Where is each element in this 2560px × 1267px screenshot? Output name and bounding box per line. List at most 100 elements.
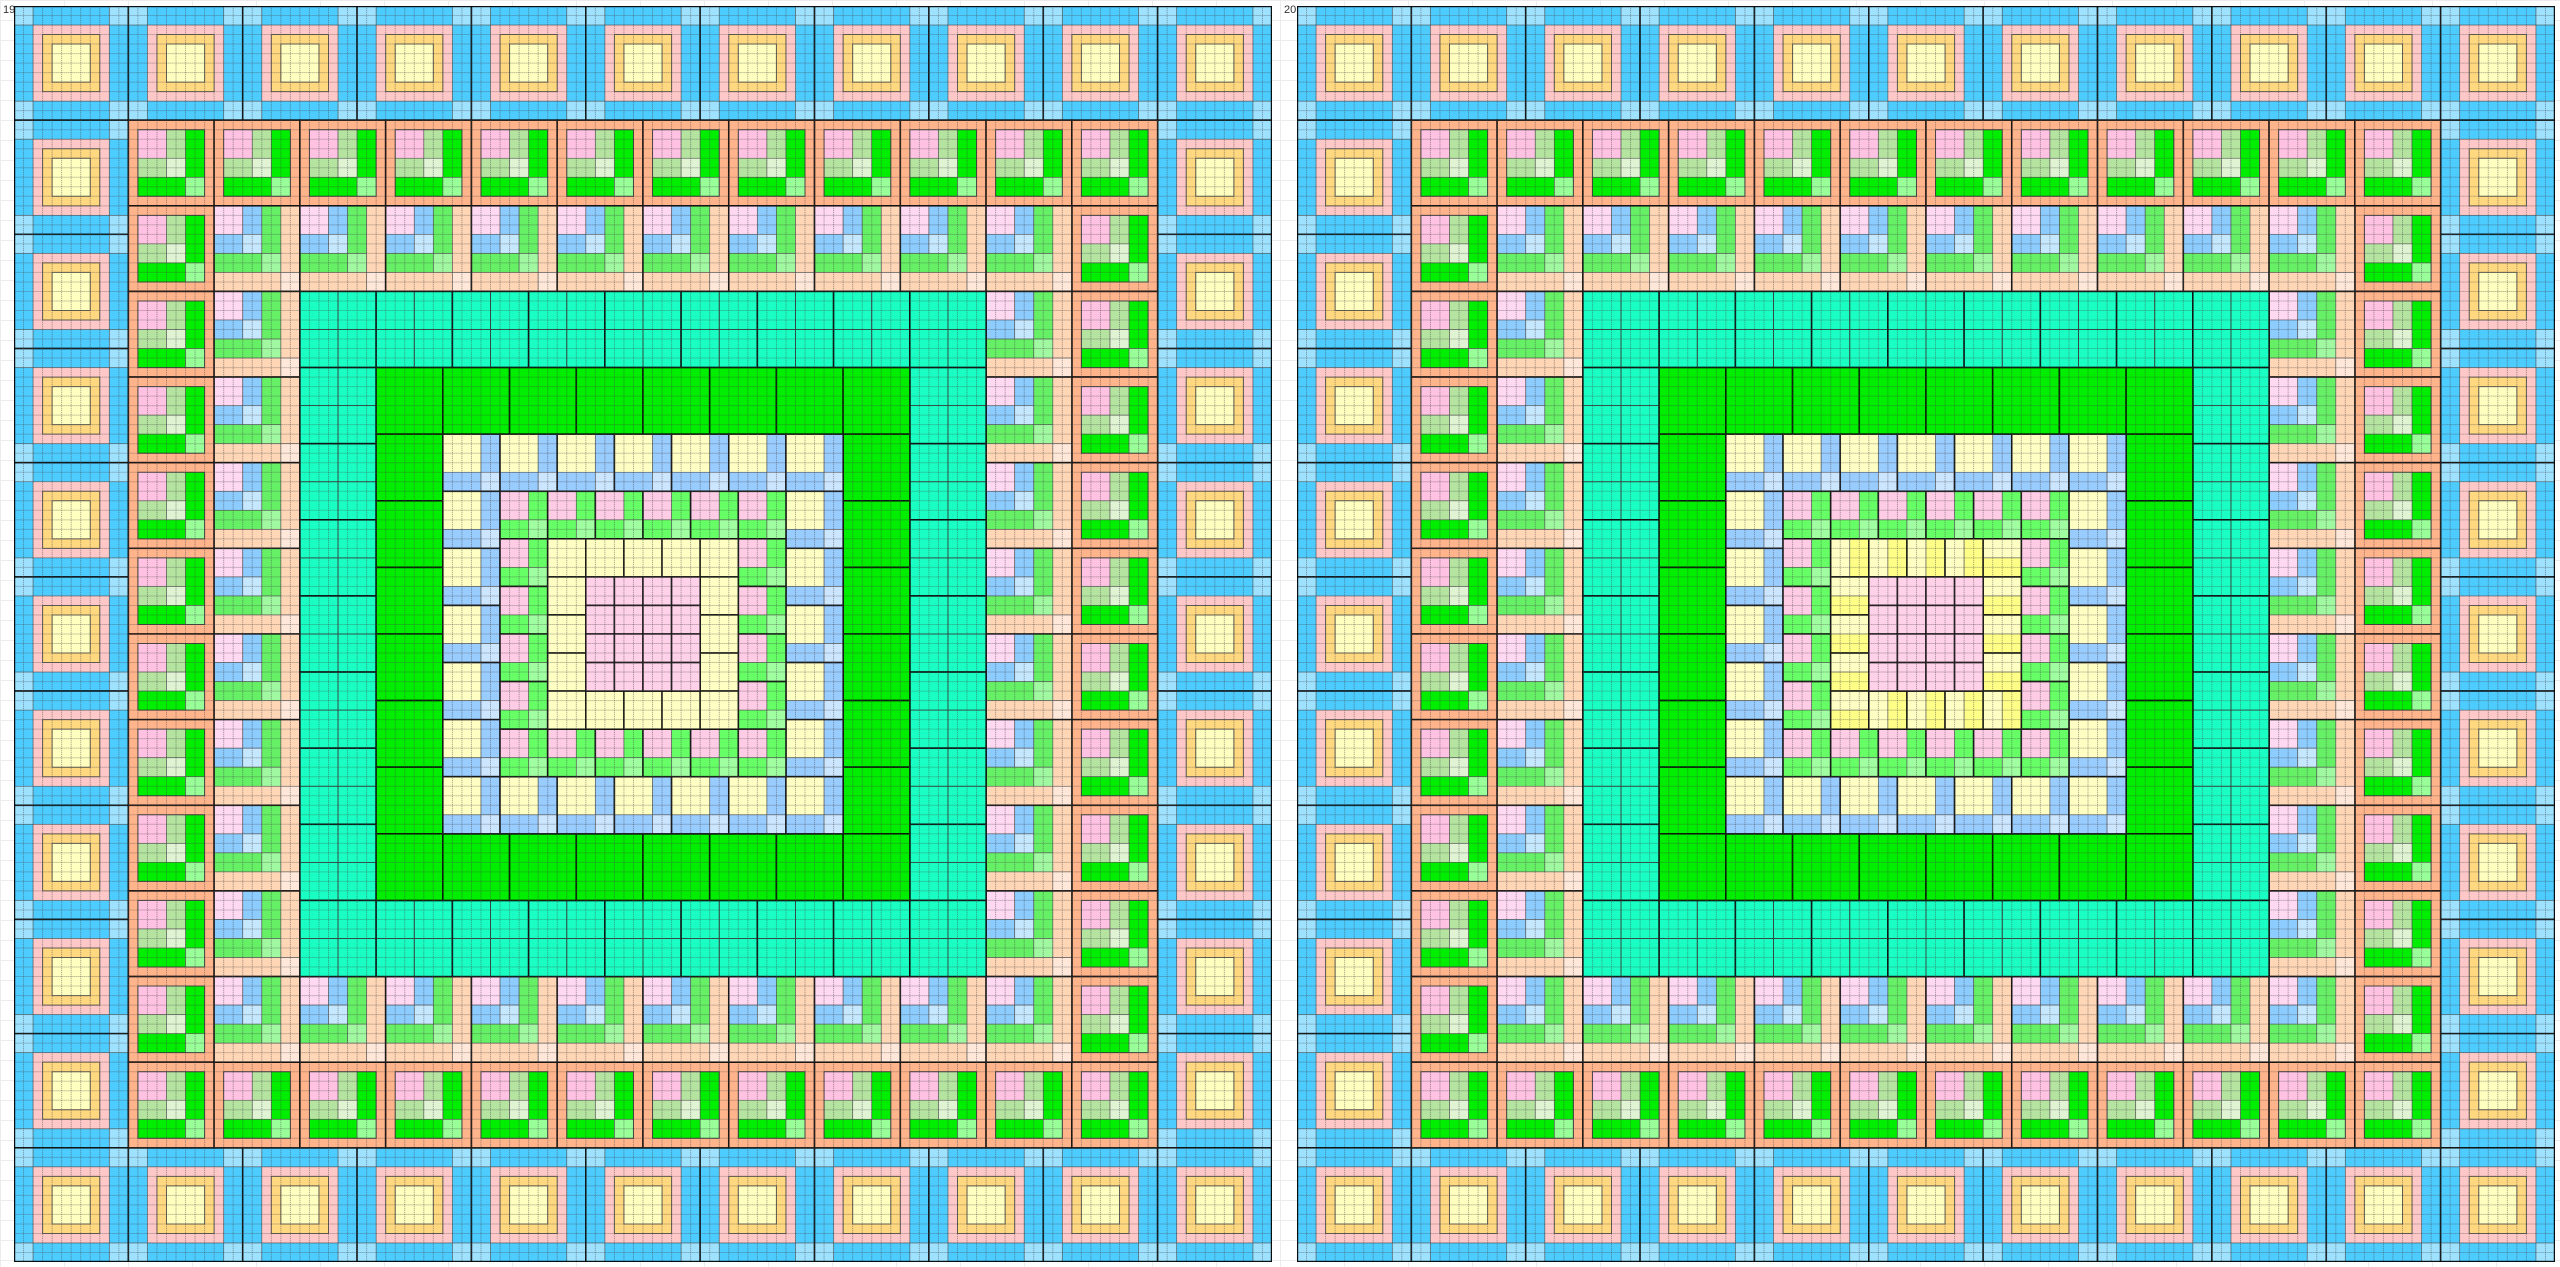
orange-block xyxy=(1411,206,1497,292)
lshape-block xyxy=(1497,291,1583,377)
lshape-block xyxy=(2269,463,2355,549)
pink-green-block xyxy=(548,729,596,777)
pink-block xyxy=(643,577,672,606)
pink-green-block xyxy=(1878,729,1926,777)
lshape-block xyxy=(643,977,729,1063)
outer-block xyxy=(471,6,585,120)
pink-green-block xyxy=(1926,729,1974,777)
orange-block xyxy=(386,1062,472,1148)
pink-green-block xyxy=(1974,491,2022,539)
pink-block xyxy=(1869,577,1898,606)
lshape-block xyxy=(2098,977,2184,1063)
pink-green-block xyxy=(738,491,786,539)
orange-block xyxy=(1072,291,1158,377)
orange-block xyxy=(1072,977,1158,1063)
lshape-block xyxy=(1754,977,1840,1063)
orange-block xyxy=(1411,120,1497,206)
pink-green-block xyxy=(1783,729,1831,777)
orange-block xyxy=(1072,206,1158,292)
orange-block xyxy=(1926,1062,2012,1148)
pink-green-block xyxy=(500,682,548,730)
green-block xyxy=(843,701,910,768)
pink-block xyxy=(1897,663,1926,692)
orange-block xyxy=(1411,977,1497,1063)
orange-block xyxy=(986,120,1072,206)
pink-green-block xyxy=(1831,729,1879,777)
pink-block xyxy=(643,634,672,663)
outer-block xyxy=(1526,6,1640,120)
lshape-block xyxy=(729,206,815,292)
orange-block xyxy=(2355,1062,2441,1148)
pink-green-block xyxy=(2021,586,2069,634)
lshape-block xyxy=(1669,206,1755,292)
orange-block xyxy=(2355,720,2441,806)
pink-green-block xyxy=(500,491,548,539)
pink-block xyxy=(672,577,701,606)
yellow-blue-block xyxy=(500,434,557,491)
lshape-block xyxy=(2269,805,2355,891)
lshape-block xyxy=(815,206,901,292)
lshape-block xyxy=(557,206,643,292)
yellow-blue-block xyxy=(443,434,500,491)
lshape-block xyxy=(1497,805,1583,891)
orange-block xyxy=(1754,1062,1840,1148)
orange-block xyxy=(1411,634,1497,720)
orange-block xyxy=(2355,805,2441,891)
yellow-blue-block xyxy=(1726,434,1783,491)
lshape-block xyxy=(300,206,386,292)
lshape-block xyxy=(214,206,300,292)
orange-block xyxy=(2355,634,2441,720)
pink-green-block xyxy=(738,634,786,682)
lshape-block xyxy=(214,720,300,806)
pink-block xyxy=(1926,577,1955,606)
pink-green-block xyxy=(1783,634,1831,682)
lshape-block xyxy=(2269,720,2355,806)
pink-block xyxy=(614,605,643,634)
lshape-block xyxy=(214,977,300,1063)
orange-block xyxy=(1411,377,1497,463)
orange-block xyxy=(471,1062,557,1148)
lshape-block xyxy=(729,977,815,1063)
pink-green-block xyxy=(1783,491,1831,539)
orange-block xyxy=(643,1062,729,1148)
pink-block xyxy=(1955,605,1984,634)
yellow-blue-block xyxy=(1840,434,1897,491)
lshape-block xyxy=(386,977,472,1063)
pink-green-block xyxy=(500,539,548,587)
lshape-block xyxy=(986,720,1072,806)
orange-block xyxy=(2012,120,2098,206)
orange-block xyxy=(1754,120,1840,206)
outer-block xyxy=(243,6,357,120)
pink-green-block xyxy=(1783,682,1831,730)
orange-block xyxy=(2098,120,2184,206)
lshape-block xyxy=(986,977,1072,1063)
pink-green-block xyxy=(738,682,786,730)
pink-block xyxy=(614,663,643,692)
lshape-block xyxy=(1497,377,1583,463)
pink-block xyxy=(1897,605,1926,634)
dotted-grid xyxy=(14,6,1272,1262)
pink-block xyxy=(1955,634,1984,663)
lshape-block xyxy=(1926,206,2012,292)
lshape-block xyxy=(986,206,1072,292)
orange-block xyxy=(815,1062,901,1148)
pink-block xyxy=(586,634,615,663)
lshape-block xyxy=(214,463,300,549)
pink-green-block xyxy=(643,729,691,777)
pink-block xyxy=(1897,634,1926,663)
lshape-block xyxy=(643,206,729,292)
lshape-block xyxy=(815,977,901,1063)
lshape-block xyxy=(1583,977,1669,1063)
lshape-block xyxy=(1497,720,1583,806)
orange-block xyxy=(1411,548,1497,634)
orange-block xyxy=(1583,1062,1669,1148)
lshape-block xyxy=(2098,206,2184,292)
orange-block xyxy=(214,1062,300,1148)
orange-block xyxy=(2355,463,2441,549)
lshape-block xyxy=(471,206,557,292)
orange-block xyxy=(900,120,986,206)
orange-block xyxy=(1497,120,1583,206)
orange-block xyxy=(557,120,643,206)
pink-block xyxy=(672,634,701,663)
orange-block xyxy=(900,1062,986,1148)
